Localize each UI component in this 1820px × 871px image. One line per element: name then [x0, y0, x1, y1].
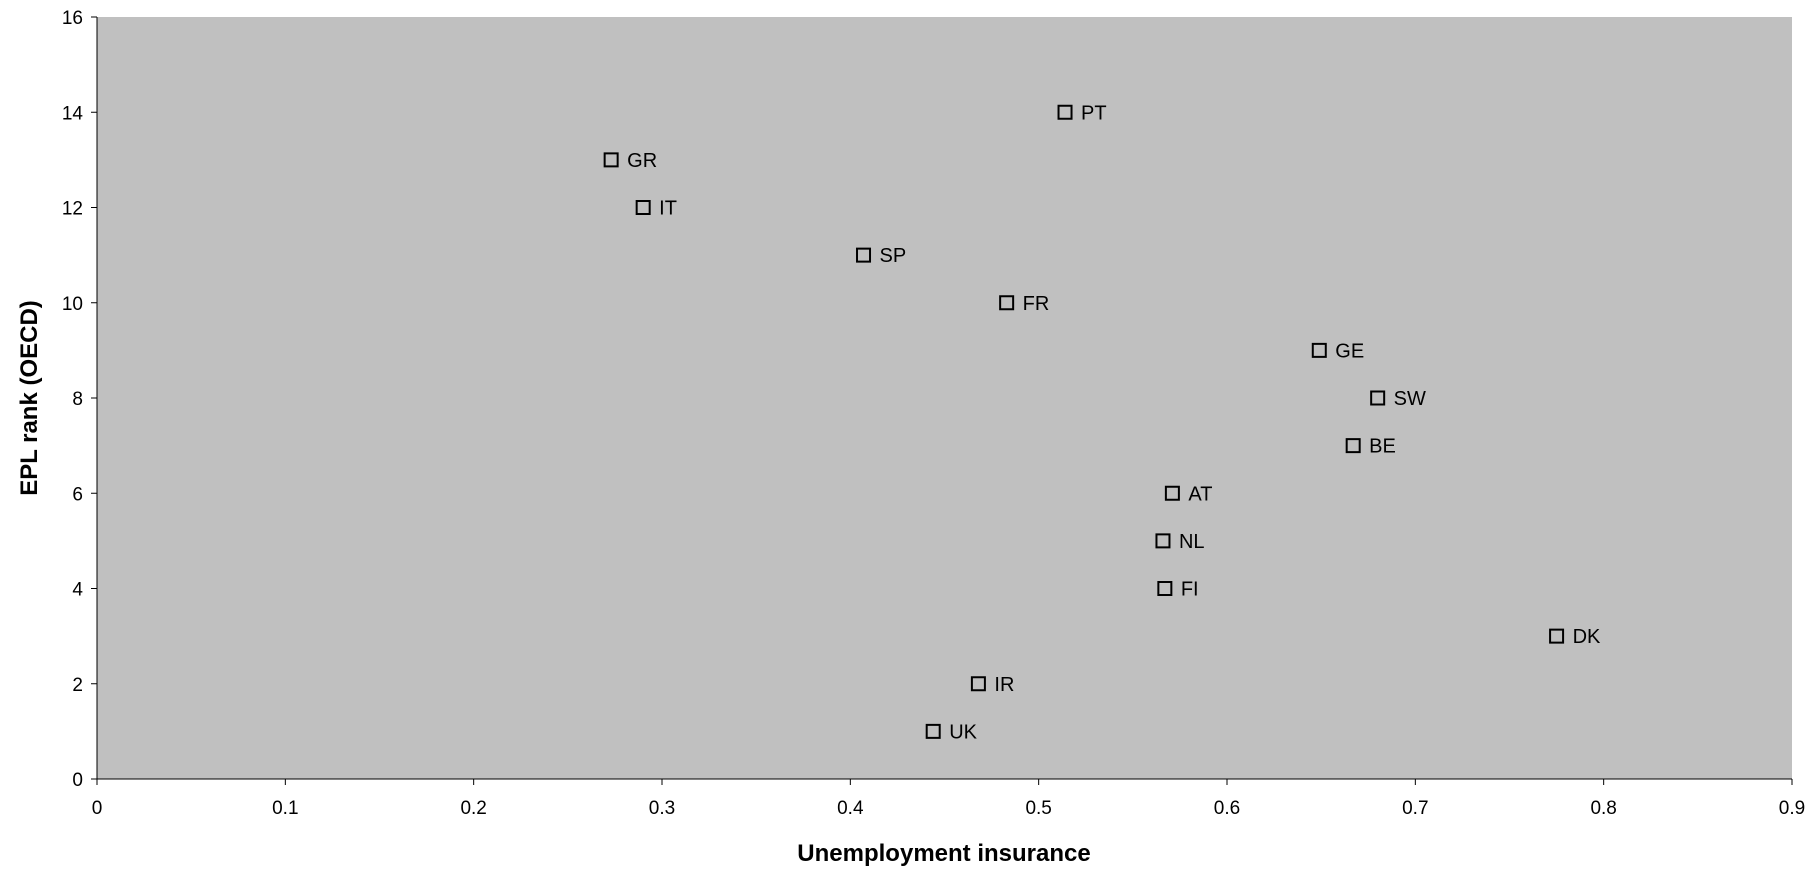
- point-marker: [999, 295, 1015, 311]
- data-point-nl: NL: [1155, 531, 1205, 553]
- x-tick-label: 0.4: [837, 798, 864, 819]
- data-points: PT GR IT SP FR GE SW BE AT NL FI DK IR UK: [603, 102, 1601, 743]
- point-marker: [1157, 581, 1173, 596]
- y-axis-ticks: 0 2 4 6 8 10 12 14 16: [62, 8, 97, 791]
- point-marker: [925, 723, 941, 739]
- point-label: DK: [1573, 626, 1601, 648]
- x-tick-label: 0.3: [649, 798, 675, 819]
- point-label: PT: [1081, 102, 1107, 124]
- data-point-be: BE: [1345, 436, 1396, 458]
- point-label: AT: [1188, 483, 1212, 505]
- point-label: SP: [880, 245, 907, 267]
- data-point-fi: FI: [1157, 579, 1199, 601]
- point-label: NL: [1179, 531, 1205, 553]
- y-tick-label: 8: [72, 389, 83, 410]
- data-point-ge: GE: [1311, 340, 1364, 362]
- data-point-sw: SW: [1370, 388, 1426, 410]
- data-point-gr: GR: [603, 150, 657, 172]
- data-point-ir: IR: [970, 674, 1014, 696]
- y-tick-label: 14: [62, 103, 84, 124]
- point-marker: [603, 152, 619, 168]
- y-tick-label: 0: [72, 770, 83, 791]
- point-label: SW: [1394, 388, 1426, 410]
- point-label: IT: [659, 198, 677, 220]
- point-label: GR: [627, 150, 657, 172]
- data-point-dk: DK: [1549, 626, 1601, 648]
- x-tick-label: 0.6: [1214, 798, 1240, 819]
- y-axis-title: EPL rank (OECD): [16, 300, 43, 496]
- point-label: FI: [1181, 579, 1199, 601]
- x-tick-label: 0.9: [1779, 798, 1805, 819]
- data-point-at: AT: [1164, 483, 1212, 505]
- x-axis-ticks: 0 0.1 0.2 0.3 0.4 0.5 0.6 0.7 0.8 0.9: [92, 779, 1805, 819]
- point-label: IR: [994, 674, 1014, 696]
- point-marker: [1549, 628, 1565, 644]
- x-axis-title: Unemployment insurance: [797, 840, 1090, 867]
- point-label: BE: [1369, 436, 1396, 458]
- x-tick-label: 0.2: [460, 798, 486, 819]
- point-label: FR: [1023, 293, 1050, 315]
- x-tick-label: 0.1: [272, 798, 298, 819]
- x-tick-label: 0.7: [1402, 798, 1428, 819]
- point-label: GE: [1335, 340, 1364, 362]
- x-tick-label: 0: [92, 798, 103, 819]
- x-tick-label: 0.5: [1025, 798, 1051, 819]
- x-tick-label: 0.8: [1590, 798, 1616, 819]
- point-marker: [1155, 533, 1171, 549]
- y-tick-label: 2: [72, 675, 83, 696]
- point-marker: [1345, 438, 1361, 454]
- y-tick-label: 12: [62, 199, 83, 220]
- data-point-it: IT: [635, 198, 677, 220]
- y-tick-label: 10: [62, 294, 83, 315]
- y-tick-label: 4: [72, 580, 83, 601]
- point-marker: [635, 200, 651, 215]
- point-marker: [856, 247, 872, 263]
- y-tick-label: 16: [62, 8, 83, 29]
- point-label: UK: [949, 721, 977, 743]
- point-marker: [970, 676, 986, 692]
- data-point-pt: PT: [1057, 102, 1107, 124]
- y-tick-label: 6: [72, 484, 83, 505]
- plot-area: [97, 17, 1792, 779]
- point-marker: [1311, 342, 1327, 358]
- data-point-uk: UK: [925, 721, 978, 743]
- point-marker: [1057, 104, 1073, 120]
- data-point-fr: FR: [999, 293, 1050, 315]
- data-point-sp: SP: [856, 245, 907, 267]
- point-marker: [1164, 485, 1180, 501]
- point-marker: [1370, 390, 1386, 406]
